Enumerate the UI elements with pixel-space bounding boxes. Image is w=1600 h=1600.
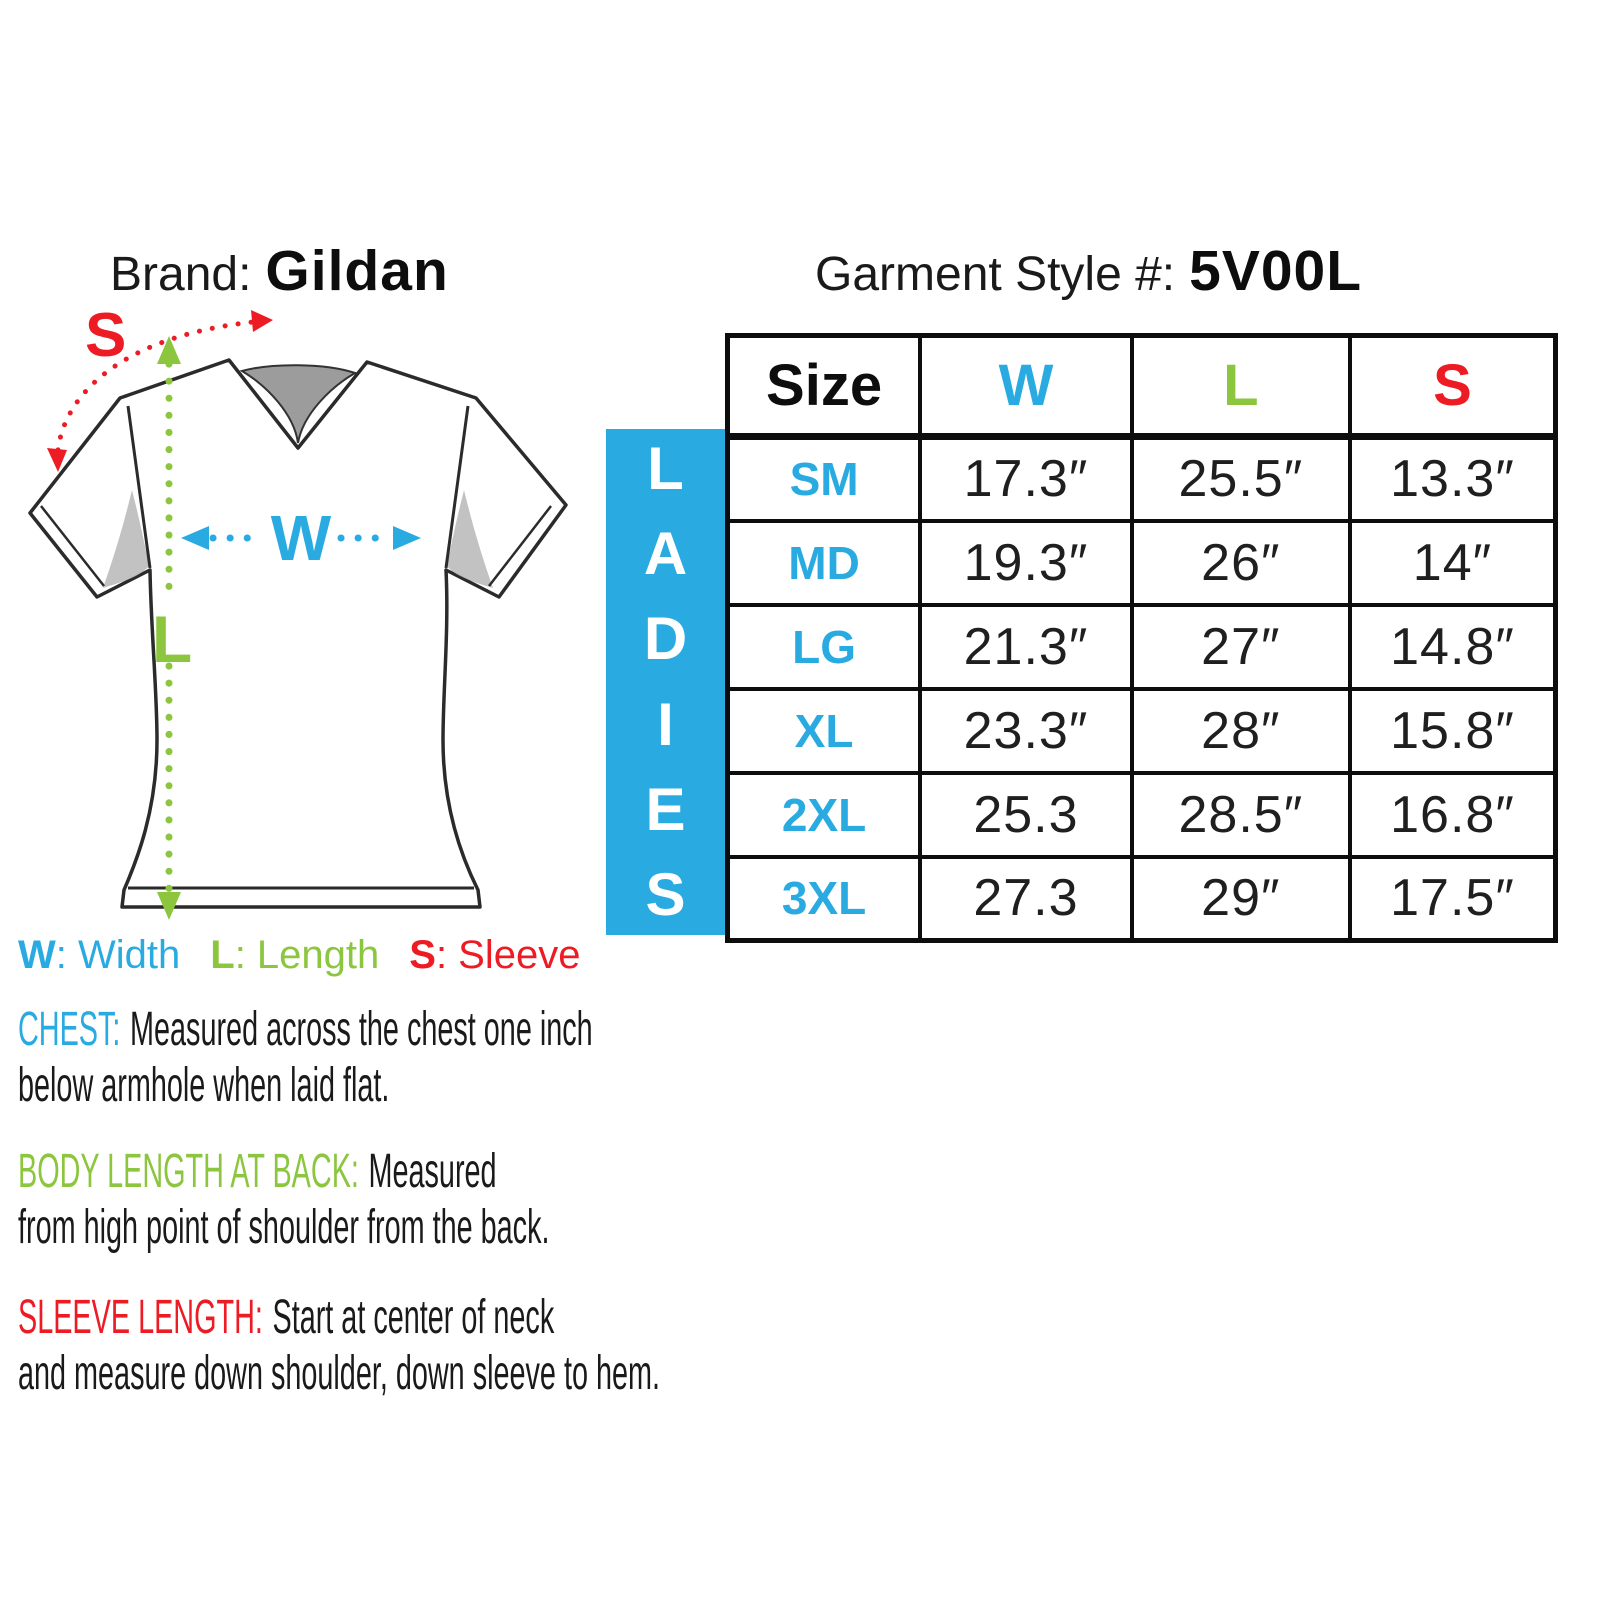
right-cuff-line <box>488 505 552 587</box>
legend-text-length: : Length <box>234 933 380 977</box>
table-row-xl: XL 23.3″ 28″ 15.8″ <box>725 686 1558 775</box>
garment-style-value: 5V00L <box>1189 239 1363 303</box>
value-cell: 27.3 <box>918 854 1134 943</box>
column-header-size: Size <box>725 333 923 440</box>
value-cell: 23.3″ <box>918 686 1134 775</box>
collar-inner-back <box>239 364 358 444</box>
sleeve-length-note-line2: and measure down shoulder, down sleeve t… <box>18 1346 660 1400</box>
ladies-band: L A D I E S <box>606 429 725 935</box>
sleeve-length-note: SLEEVE LENGTH: Start at center of neck an… <box>18 1290 660 1401</box>
table-header-row: Size W L S <box>725 333 1558 440</box>
shirt-outline <box>28 358 568 909</box>
value-cell: 14.8″ <box>1347 602 1558 691</box>
value-cell: 15.8″ <box>1347 686 1558 775</box>
body-length-note-line1: BODY LENGTH AT BACK: Measured <box>18 1144 648 1200</box>
body-length-note-text: Measured <box>368 1145 497 1198</box>
measurement-legend: W: Width L: Length S: Sleeve <box>18 933 580 978</box>
shirt-measurement-diagram: S L W <box>15 300 575 930</box>
band-letter: E <box>645 775 686 843</box>
size-cell: XL <box>725 686 923 775</box>
body-length-note-line2: from high point of shoulder from the bac… <box>18 1200 550 1254</box>
value-cell: 25.5″ <box>1129 434 1352 523</box>
brand-title: Brand: Gildan <box>110 238 449 304</box>
left-sleeve-seam <box>126 405 152 569</box>
legend-item-length: L: Length <box>210 933 379 978</box>
width-measure-arrow <box>181 526 421 550</box>
sleeve-length-note-text: Start at center of neck <box>272 1291 555 1344</box>
sleeve-length-note-line1: SLEEVE LENGTH: Start at center of neck <box>18 1290 648 1346</box>
value-cell: 17.3″ <box>918 434 1134 523</box>
table-row-sm: SM 17.3″ 25.5″ 13.3″ <box>725 434 1558 523</box>
size-cell: 3XL <box>725 854 923 943</box>
garment-style-label: Garment Style #: <box>815 248 1176 301</box>
chest-note-text: Measured across the chest one inch <box>130 1003 593 1056</box>
table-row-3xl: 3XL 27.3 29″ 17.5″ <box>725 854 1558 943</box>
left-cuff-line <box>40 505 105 587</box>
value-cell: 21.3″ <box>918 602 1134 691</box>
right-underarm-shade <box>447 490 493 588</box>
size-cell: LG <box>725 602 923 691</box>
sleeve-letter: S <box>85 301 126 370</box>
size-cell: MD <box>725 518 923 607</box>
value-cell: 25.3 <box>918 770 1134 859</box>
band-letter: A <box>643 520 688 588</box>
column-header-length: L <box>1129 333 1352 440</box>
band-letter: L <box>647 435 684 502</box>
band-letter: I <box>657 690 674 758</box>
chest-note: CHEST: Measured across the chest one inch… <box>18 1002 648 1113</box>
width-letter: W <box>271 502 332 574</box>
table-row-2xl: 2XL 25.3 28.5″ 16.8″ <box>725 770 1558 859</box>
value-cell: 16.8″ <box>1347 770 1558 859</box>
chest-note-line2: below armhole when laid flat. <box>18 1058 390 1112</box>
chest-note-heading: CHEST: <box>18 1003 121 1056</box>
column-header-sleeve: S <box>1347 333 1558 440</box>
value-cell: 28″ <box>1129 686 1352 775</box>
size-cell: SM <box>725 434 923 523</box>
value-cell: 14″ <box>1347 518 1558 607</box>
legend-letter-l: L <box>210 933 235 977</box>
legend-text-sleeve: : Sleeve <box>435 933 581 977</box>
column-header-width: W <box>918 333 1134 440</box>
shirt-diagram-svg: S L W <box>28 301 568 920</box>
table-row-md: MD 19.3″ 26″ 14″ <box>725 518 1558 607</box>
value-cell: 17.5″ <box>1347 854 1558 943</box>
size-table: Size W L S SM 17.3″ 25.5″ 13.3″ MD 19.3″… <box>725 333 1558 943</box>
band-letter: S <box>645 860 686 928</box>
sleeve-measure-arrow <box>47 310 273 472</box>
chest-note-line1: CHEST: Measured across the chest one inch <box>18 1002 648 1058</box>
value-cell: 28.5″ <box>1129 770 1352 859</box>
body-length-note: BODY LENGTH AT BACK: Measured from high p… <box>18 1144 648 1255</box>
left-underarm-shade <box>103 490 149 588</box>
value-cell: 27″ <box>1129 602 1352 691</box>
brand-value: Gildan <box>265 239 449 303</box>
right-sleeve-seam <box>444 405 470 569</box>
legend-letter-w: W <box>18 933 56 977</box>
brand-label: Brand: <box>110 248 252 301</box>
sleeve-length-note-heading: SLEEVE LENGTH: <box>18 1291 263 1344</box>
value-cell: 29″ <box>1129 854 1352 943</box>
legend-text-width: : Width <box>55 933 181 977</box>
legend-item-sleeve: S: Sleeve <box>409 933 580 978</box>
body-length-note-heading: BODY LENGTH AT BACK: <box>18 1145 359 1198</box>
band-letter: D <box>643 605 688 673</box>
value-cell: 19.3″ <box>918 518 1134 607</box>
legend-item-width: W: Width <box>18 933 180 978</box>
legend-letter-s: S <box>409 933 436 977</box>
length-letter: L <box>152 602 192 676</box>
garment-style-title: Garment Style #: 5V00L <box>815 238 1362 304</box>
value-cell: 13.3″ <box>1347 434 1558 523</box>
size-cell: 2XL <box>725 770 923 859</box>
length-measure-arrow <box>157 336 181 920</box>
value-cell: 26″ <box>1129 518 1352 607</box>
table-row-lg: LG 21.3″ 27″ 14.8″ <box>725 602 1558 691</box>
